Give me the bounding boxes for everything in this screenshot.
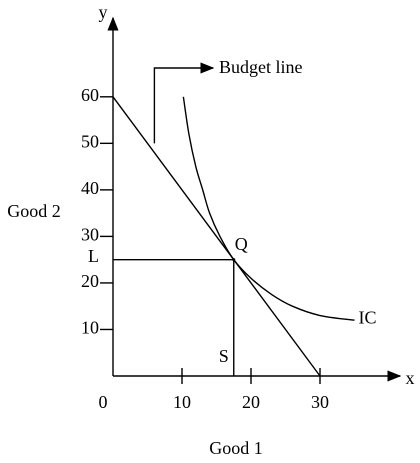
series-line (182, 96, 355, 321)
y-axis-label: Good 2 (7, 201, 61, 221)
series-line (112, 96, 321, 377)
y-tick-label: 60 (81, 85, 99, 105)
series-label: Budget line (219, 57, 303, 77)
y-tick-label: 50 (81, 131, 99, 151)
guide-label: L (88, 246, 99, 266)
y-tick-label: 40 (81, 178, 99, 198)
x-axis-label: Good 1 (209, 438, 263, 458)
x-tick-label: 30 (311, 392, 329, 412)
x-tick-label: 20 (242, 392, 260, 412)
x-tick-label: 10 (173, 392, 191, 412)
series-label: IC (359, 307, 377, 327)
y-tick-label: 20 (81, 271, 99, 291)
point-label: Q (235, 234, 248, 254)
annotation-arrow (153, 62, 215, 144)
y-axis-name: y (99, 2, 108, 22)
point (232, 258, 236, 262)
x-tick-label: 0 (99, 392, 108, 412)
guide-label: S (219, 346, 229, 366)
y-tick-label: 10 (81, 318, 99, 338)
x-axis-name: x (406, 368, 415, 388)
y-tick-label: 30 (81, 225, 99, 245)
